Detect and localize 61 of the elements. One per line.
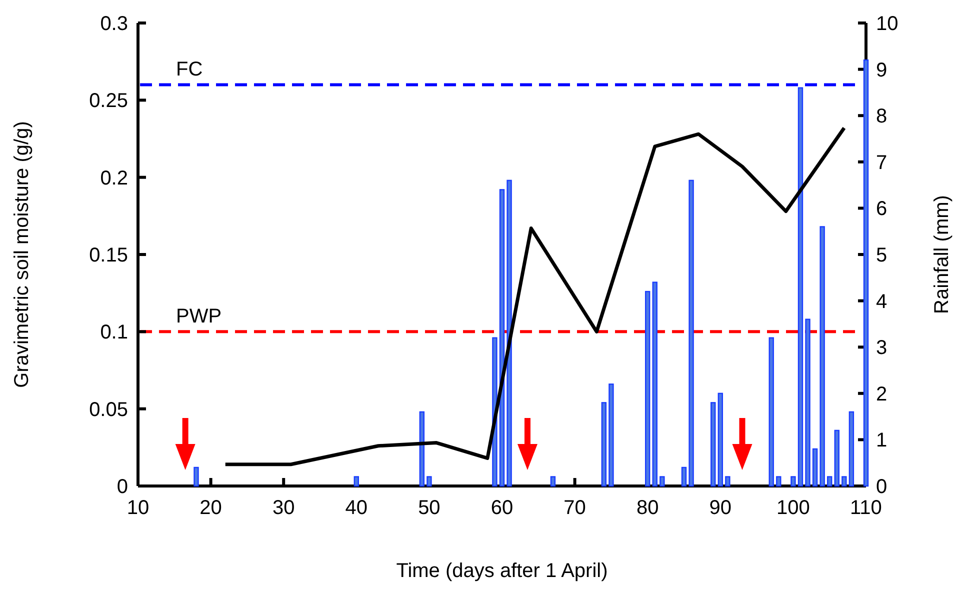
bar <box>820 226 825 487</box>
y2-tick-label: 8 <box>876 106 888 128</box>
bar <box>725 476 730 487</box>
x-axis-title: Time (days after 1 April) <box>396 560 608 582</box>
bar <box>645 290 650 487</box>
y2-tick-label: 5 <box>876 244 888 266</box>
y2-tick-label: 9 <box>876 59 888 82</box>
y-tick-label: 0.1 <box>100 322 128 344</box>
bar <box>805 318 810 487</box>
bar <box>776 476 782 487</box>
x-tick-label: 30 <box>272 497 295 519</box>
y2-tick-label: 10 <box>876 13 898 35</box>
bar <box>499 189 505 487</box>
y2-tick-label: 7 <box>876 152 888 174</box>
ref-line-label: PWP <box>176 306 222 328</box>
bar <box>768 337 774 487</box>
x-tick-label: 80 <box>636 497 659 519</box>
y2-axis-title: Rainfall (mm) <box>931 195 953 314</box>
line-series <box>224 126 846 466</box>
y2-tick-label: 0 <box>876 476 888 498</box>
y2-tick-label: 4 <box>876 290 888 313</box>
bar <box>681 466 687 487</box>
bar <box>608 384 614 487</box>
y-tick-label: 0.2 <box>100 167 128 190</box>
x-tick-label: 110 <box>850 497 882 519</box>
y-tick-label: 0.05 <box>89 398 128 421</box>
x-tick-label: 20 <box>200 497 222 519</box>
bar <box>601 402 607 487</box>
bar <box>718 392 723 487</box>
bar <box>194 466 199 487</box>
bar <box>848 411 854 487</box>
x-tick-label: 100 <box>776 497 810 519</box>
x-tick-label: 90 <box>709 497 732 519</box>
bar <box>834 430 840 487</box>
bar <box>710 402 716 487</box>
y-axis-title: Gravimetric soil moisture (g/g) <box>11 121 33 388</box>
x-tick-label: 10 <box>126 497 150 519</box>
bar <box>842 476 847 487</box>
bar <box>798 87 804 487</box>
bar <box>652 282 658 487</box>
y-tick-label: 0.3 <box>100 13 128 35</box>
bar <box>827 476 832 487</box>
x-tick-label: 70 <box>564 497 586 519</box>
y2-tick-label: 6 <box>876 198 888 220</box>
ref-line-label: FC <box>176 58 203 81</box>
x-tick-label: 40 <box>345 497 368 519</box>
bar <box>688 180 694 487</box>
x-tick-label: 60 <box>490 497 514 519</box>
y-tick-label: 0.25 <box>89 90 128 112</box>
bar <box>863 59 869 487</box>
x-tick-label: 50 <box>418 497 440 519</box>
y-tick-label: 0 <box>116 476 128 498</box>
bar <box>550 476 556 487</box>
bar <box>506 180 512 487</box>
bar <box>660 476 665 487</box>
y2-tick-label: 3 <box>876 337 888 360</box>
bar <box>419 411 425 487</box>
y2-tick-label: 2 <box>876 383 888 406</box>
y2-tick-label: 1 <box>876 430 888 452</box>
y-tick-label: 0.15 <box>89 244 128 266</box>
bar <box>812 448 818 487</box>
